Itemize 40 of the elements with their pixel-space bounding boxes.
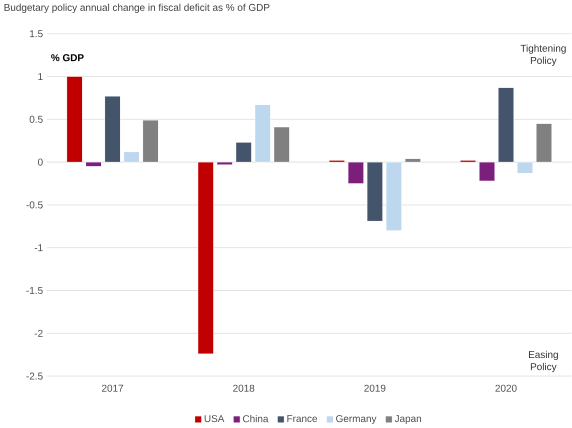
x-tick-label: 2020 bbox=[495, 384, 517, 392]
y-tick-label: 0 bbox=[38, 158, 43, 166]
y-tick-label: -2.5 bbox=[26, 372, 43, 380]
y-tick-label: -0.5 bbox=[26, 201, 43, 208]
y-tick-label: -1.5 bbox=[26, 286, 43, 294]
bar bbox=[198, 162, 214, 354]
bar bbox=[536, 123, 552, 162]
x-tick-label: 2018 bbox=[233, 384, 254, 392]
bar bbox=[274, 126, 290, 162]
legend-label: Germany bbox=[336, 414, 376, 424]
x-tick-label: 2017 bbox=[102, 384, 124, 392]
y-axis-title: % GDP bbox=[51, 54, 84, 62]
legend-label: China bbox=[242, 414, 268, 422]
bar bbox=[366, 162, 383, 222]
legend-label: France bbox=[287, 415, 318, 422]
legend-label: Japan bbox=[394, 415, 422, 424]
legend-label: USA bbox=[204, 414, 224, 422]
bar bbox=[86, 162, 102, 167]
bar bbox=[517, 162, 533, 174]
bar bbox=[216, 162, 233, 165]
y-tick-label: 0.5 bbox=[30, 116, 43, 123]
bar bbox=[498, 87, 514, 162]
bar bbox=[236, 142, 252, 162]
x-tick-label: 2019 bbox=[364, 384, 386, 392]
annotation: Tightening Policy bbox=[520, 44, 566, 66]
y-tick-label: -2 bbox=[34, 330, 43, 337]
y-tick-label: 1 bbox=[38, 73, 43, 80]
bar bbox=[254, 104, 271, 162]
bar bbox=[348, 162, 364, 184]
bar bbox=[404, 158, 421, 162]
y-tick-label: -1 bbox=[34, 244, 43, 252]
bar bbox=[66, 76, 83, 162]
bar bbox=[386, 162, 402, 231]
bar bbox=[142, 120, 159, 162]
bar bbox=[124, 152, 140, 162]
bar bbox=[104, 96, 121, 162]
annotation: Easing Policy bbox=[528, 350, 558, 372]
y-tick-label: 1.5 bbox=[30, 30, 43, 38]
bar bbox=[479, 162, 495, 182]
chart-title: Budgetary policy annual change in fiscal deficit as % of GDP bbox=[4, 4, 270, 13]
